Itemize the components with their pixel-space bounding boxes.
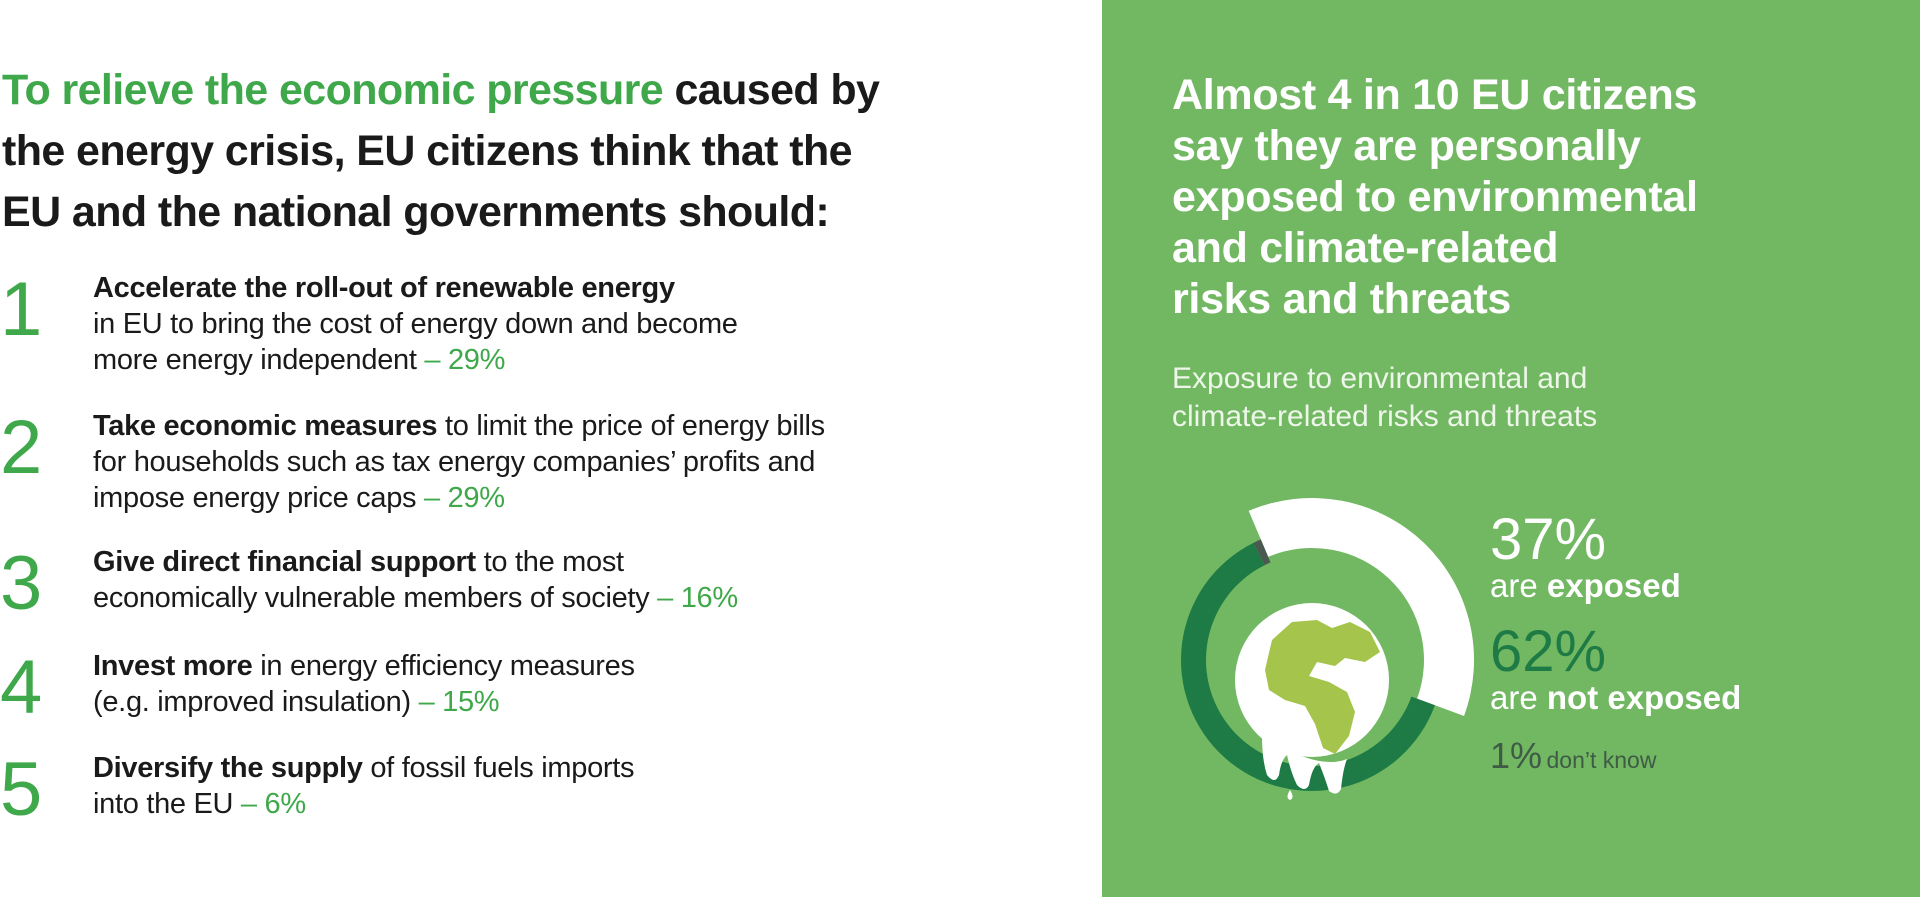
item-line: to limit the price of energy bills	[437, 410, 825, 442]
panel-title: Almost 4 in 10 EU citizens say they are …	[1172, 71, 1698, 323]
item-percent: – 29%	[416, 482, 505, 514]
exposed-label: are exposed	[1490, 567, 1681, 604]
item-line: impose energy price caps	[93, 482, 417, 514]
item-line: for households such as tax energy compan…	[93, 446, 816, 478]
item-number: 5	[0, 747, 43, 832]
item-line: into the EU	[93, 788, 234, 820]
heading-highlight: To relieve the economic pressure	[2, 66, 664, 114]
item-bold: Invest more	[93, 650, 253, 682]
item-line: in EU to bring the cost of energy down a…	[93, 308, 738, 340]
donut-slice-3	[1253, 539, 1271, 566]
item-line: of fossil fuels imports	[362, 752, 635, 784]
heading-text: caused by	[663, 66, 880, 114]
item-line: more energy independent	[93, 344, 417, 376]
item-text: Take economic measures to limit the pric…	[93, 408, 825, 516]
dont-know: 1% don’t know	[1490, 735, 1656, 777]
item-percent: – 29%	[416, 344, 506, 376]
item-line: to the most	[475, 546, 624, 578]
item-bold: Take economic measures	[93, 410, 438, 442]
donut-slice-1	[1248, 498, 1474, 716]
item-percent: – 16%	[649, 582, 738, 614]
heading-text: the energy crisis, EU citizens think tha…	[2, 127, 853, 175]
item-text: Invest more in energy efficiency measure…	[93, 648, 635, 720]
item-text: Diversify the supply of fossil fuels imp…	[93, 750, 635, 822]
item-number: 2	[0, 405, 43, 490]
dont-know-label: don’t know	[1546, 747, 1657, 773]
heading-text: EU and the national governments should:	[2, 188, 830, 236]
right-panel: Almost 4 in 10 EU citizens say they are …	[1102, 0, 1920, 897]
globe-land	[1265, 620, 1380, 754]
item-bold: Accelerate the roll-out of renewable ene…	[93, 272, 675, 304]
item-bold: Give direct financial support	[93, 546, 476, 578]
main-heading: To relieve the economic pressure caused …	[2, 60, 880, 243]
not-exposed-percent: 62%	[1490, 619, 1607, 684]
melting-drips	[1262, 735, 1347, 794]
item-number: 4	[0, 645, 43, 730]
left-panel: To relieve the economic pressure caused …	[0, 60, 880, 832]
item-number: 1	[0, 267, 43, 352]
item-number: 3	[0, 541, 43, 626]
donut-chart	[1181, 498, 1474, 800]
exposed-percent: 37%	[1490, 507, 1607, 572]
item-percent: – 15%	[410, 686, 500, 718]
item-line: in energy efficiency measures	[252, 650, 635, 682]
item-bold: Diversify the supply	[93, 752, 363, 784]
chart-subtitle: Exposure to environmental and climate-re…	[1172, 362, 1598, 433]
item-text: Accelerate the roll-out of renewable ene…	[93, 270, 738, 378]
dont-know-percent: 1%	[1490, 735, 1543, 776]
drop-icon	[1287, 790, 1293, 800]
item-line: (e.g. improved insulation)	[93, 686, 411, 718]
not-exposed-label: are not exposed	[1490, 679, 1742, 716]
item-text: Give direct financial support to the mos…	[93, 544, 738, 616]
item-percent: – 6%	[233, 788, 306, 820]
item-line: economically vulnerable members of socie…	[93, 582, 650, 614]
